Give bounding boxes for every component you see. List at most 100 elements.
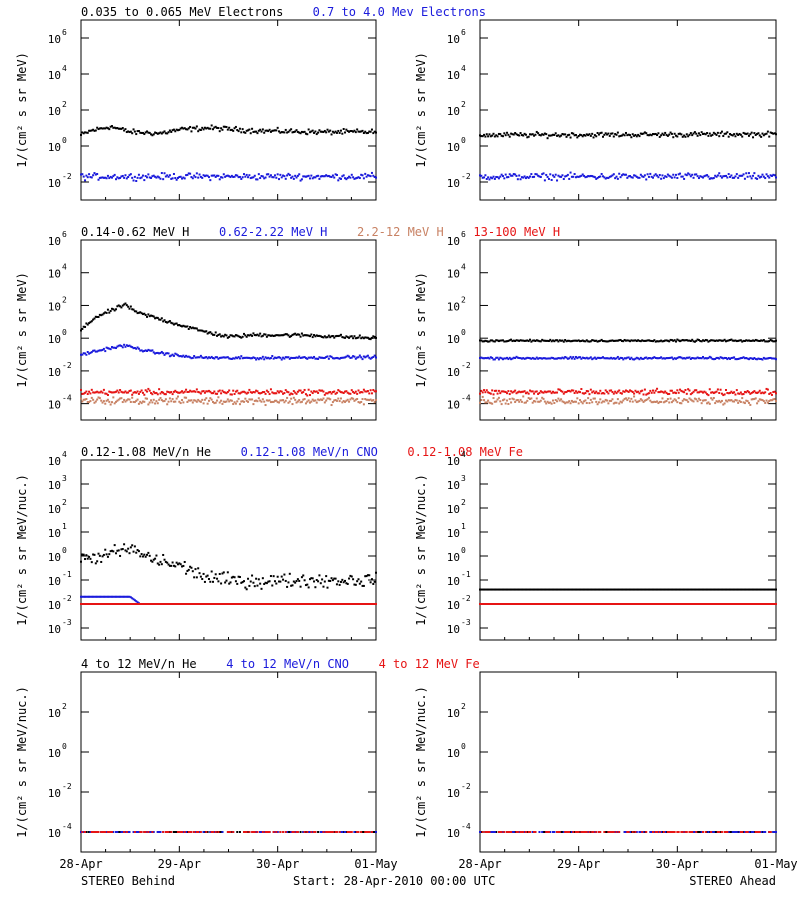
data-point-0-0-0-145 bbox=[275, 129, 278, 132]
data-point-0-0-0-153 bbox=[286, 131, 289, 134]
y-tick-label-1-0-2: 10 bbox=[48, 333, 61, 346]
data-point-1-1-0-63 bbox=[564, 339, 567, 342]
data-point-2-1-0-86 bbox=[595, 588, 598, 591]
data-point-1-0-3-83 bbox=[191, 390, 194, 393]
data-point-1-1-3-85 bbox=[593, 392, 596, 395]
data-point-1-0-0-194 bbox=[341, 336, 344, 339]
data-point-3-1-2-4 bbox=[484, 831, 487, 833]
data-point-1-0-1-133 bbox=[259, 357, 262, 360]
y-tick-exp-0-0-3: 4 bbox=[62, 64, 67, 73]
data-point-1-1-2-11 bbox=[493, 400, 496, 403]
data-point-3-0-2-20 bbox=[106, 831, 109, 833]
data-point-1-1-2-40 bbox=[533, 400, 536, 403]
data-point-1-0-0-217 bbox=[372, 335, 375, 338]
y-tick-exp-1-1-4: 4 bbox=[461, 263, 466, 272]
data-point-1-1-3-118 bbox=[638, 392, 641, 395]
data-point-1-0-0-81 bbox=[189, 325, 192, 328]
data-point-0-1-0-55 bbox=[553, 133, 556, 136]
data-point-3-0-2-121 bbox=[242, 831, 245, 833]
data-point-2-1-0-206 bbox=[757, 588, 760, 591]
data-point-1-1-3-161 bbox=[696, 391, 699, 394]
data-point-2-1-2-21 bbox=[507, 603, 510, 605]
data-point-3-1-0-1 bbox=[480, 831, 483, 833]
y-tick-exp-3-0-2: 0 bbox=[62, 742, 67, 751]
data-point-2-0-0-0 bbox=[80, 560, 82, 563]
data-point-0-1-0-128 bbox=[652, 133, 655, 136]
data-point-2-0-0-143 bbox=[272, 575, 275, 578]
data-point-1-0-1-72 bbox=[176, 354, 179, 357]
data-point-1-1-0-122 bbox=[643, 339, 646, 342]
data-point-1-0-3-186 bbox=[330, 392, 333, 395]
data-point-1-1-2-157 bbox=[691, 399, 694, 402]
data-point-1-1-1-108 bbox=[624, 357, 627, 360]
data-point-2-0-0-37 bbox=[129, 546, 132, 549]
y-tick-label-2-1-6: 10 bbox=[447, 479, 460, 492]
data-point-2-0-0-28 bbox=[117, 549, 120, 552]
data-point-1-0-2-138 bbox=[265, 399, 268, 402]
data-point-3-0-2-17 bbox=[102, 831, 105, 833]
data-point-3-0-2-21 bbox=[108, 831, 111, 833]
data-point-1-1-0-11 bbox=[493, 340, 496, 343]
data-point-2-0-0-50 bbox=[147, 551, 150, 554]
data-point-3-1-0-12 bbox=[495, 831, 498, 833]
data-point-2-0-2-173 bbox=[313, 603, 316, 605]
data-point-1-0-2-27 bbox=[116, 399, 119, 402]
data-point-2-0-0-42 bbox=[136, 549, 139, 552]
data-point-0-1-0-207 bbox=[758, 134, 761, 137]
data-point-0-1-1-46 bbox=[541, 173, 544, 176]
data-point-2-1-2-119 bbox=[639, 603, 642, 605]
data-point-1-0-2-102 bbox=[217, 396, 220, 399]
data-point-3-0-0-101 bbox=[216, 831, 219, 833]
data-point-1-1-1-21 bbox=[507, 358, 510, 361]
data-point-2-1-2-204 bbox=[754, 603, 757, 605]
data-point-1-0-0-29 bbox=[119, 305, 122, 308]
data-point-1-1-1-30 bbox=[519, 357, 522, 360]
data-point-3-1-2-76 bbox=[581, 831, 584, 833]
data-point-1-0-1-8 bbox=[90, 351, 93, 354]
data-point-2-1-0-145 bbox=[674, 588, 677, 591]
data-point-0-1-1-146 bbox=[676, 176, 679, 179]
data-point-2-1-0-129 bbox=[653, 588, 656, 591]
data-point-0-1-1-30 bbox=[519, 178, 522, 181]
data-point-2-1-2-58 bbox=[557, 603, 560, 605]
data-point-1-0-3-1 bbox=[81, 392, 84, 395]
data-point-2-1-2-162 bbox=[697, 603, 700, 605]
data-point-2-1-2-106 bbox=[622, 603, 625, 605]
data-point-2-0-0-27 bbox=[116, 549, 119, 552]
data-point-1-1-2-133 bbox=[658, 400, 661, 403]
data-point-2-1-2-100 bbox=[614, 603, 617, 605]
data-point-1-1-0-213 bbox=[766, 340, 769, 343]
data-point-2-0-0-20 bbox=[106, 555, 109, 558]
data-point-0-0-0-23 bbox=[110, 125, 113, 128]
data-point-0-1-0-111 bbox=[629, 134, 632, 137]
data-point-2-1-2-209 bbox=[761, 603, 764, 605]
data-point-0-1-0-31 bbox=[520, 134, 523, 137]
data-point-1-0-1-196 bbox=[344, 356, 347, 359]
data-point-3-0-2-168 bbox=[306, 831, 309, 833]
data-point-1-1-0-130 bbox=[654, 340, 657, 343]
data-point-2-0-1-9 bbox=[92, 595, 95, 598]
data-point-2-1-2-213 bbox=[766, 603, 769, 605]
y-tick-exp-0-1-0: -2 bbox=[461, 172, 471, 181]
data-point-3-0-1-172 bbox=[311, 831, 314, 833]
data-point-1-0-0-143 bbox=[272, 335, 275, 338]
data-point-3-0-1-42 bbox=[136, 831, 139, 833]
data-point-1-0-3-153 bbox=[286, 390, 289, 393]
data-point-3-1-1-132 bbox=[657, 831, 660, 833]
data-point-1-1-1-67 bbox=[569, 355, 572, 358]
data-point-0-0-0-200 bbox=[349, 130, 352, 133]
data-point-0-1-0-170 bbox=[708, 132, 711, 135]
data-point-0-1-0-216 bbox=[770, 132, 773, 135]
data-point-2-1-2-182 bbox=[724, 603, 727, 605]
data-point-1-0-2-154 bbox=[287, 401, 290, 404]
data-point-0-1-1-161 bbox=[696, 175, 699, 178]
data-point-1-1-0-78 bbox=[584, 340, 587, 343]
data-point-2-1-0-72 bbox=[576, 588, 579, 591]
data-point-1-1-0-164 bbox=[700, 340, 703, 343]
data-point-1-0-0-59 bbox=[159, 318, 162, 321]
y-tick-exp-2-1-7: 4 bbox=[461, 450, 466, 459]
data-point-2-1-2-179 bbox=[720, 603, 723, 605]
data-point-0-1-1-158 bbox=[692, 176, 695, 179]
data-point-0-0-1-213 bbox=[366, 174, 369, 177]
data-point-2-1-0-3 bbox=[483, 588, 486, 591]
